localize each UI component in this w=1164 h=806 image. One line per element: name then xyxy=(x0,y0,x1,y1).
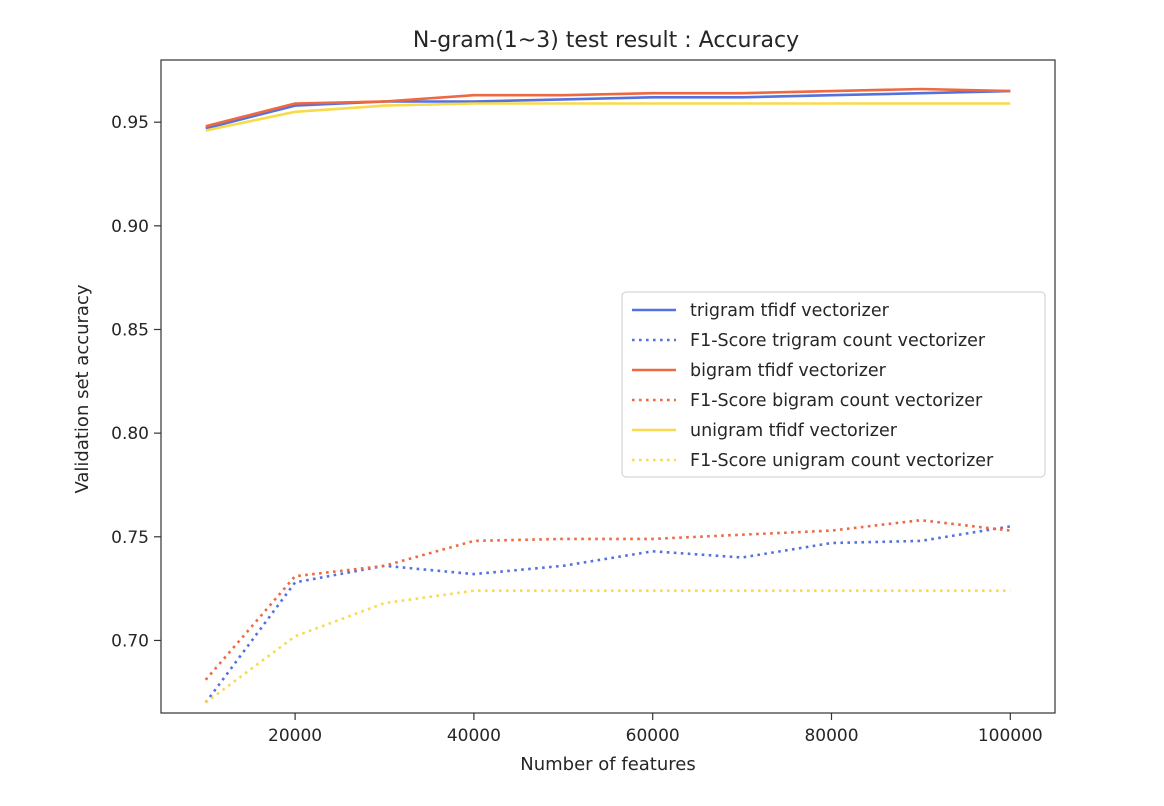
legend-box xyxy=(621,291,1046,478)
y-axis-label: Validation set accuracy xyxy=(72,284,93,493)
y-tick-label: 0.95 xyxy=(111,113,149,133)
y-tick-label: 0.90 xyxy=(111,217,149,237)
chart-title: N-gram(1~3) test result : Accuracy xyxy=(413,28,799,53)
x-tick-label: 100000 xyxy=(978,726,1043,746)
legend-label: trigram tfidf vectorizer xyxy=(690,301,890,321)
x-axis-label: Number of features xyxy=(520,754,695,775)
legend-label: F1-Score trigram count vectorizer xyxy=(690,331,986,351)
x-tick-label: 60000 xyxy=(626,726,680,746)
plot-lines xyxy=(204,87,1011,704)
x-tick-label: 20000 xyxy=(268,726,322,746)
legend-label: F1-Score unigram count vectorizer xyxy=(690,451,994,471)
series-line-1 xyxy=(204,525,1011,704)
x-tick-label: 80000 xyxy=(804,726,858,746)
y-tick-label: 0.75 xyxy=(111,528,149,548)
y-tick-label: 0.70 xyxy=(111,631,149,651)
x-tick-label: 40000 xyxy=(447,726,501,746)
y-tick-label: 0.85 xyxy=(111,320,149,340)
legend: trigram tfidf vectorizer F1-Score trigram… xyxy=(621,291,1046,478)
legend-label: unigram tfidf vectorizer xyxy=(690,421,898,441)
series-line-5 xyxy=(204,589,1011,704)
y-tick-label: 0.80 xyxy=(111,424,149,444)
legend-label: bigram tfidf vectorizer xyxy=(690,361,887,381)
legend-label: F1-Score bigram count vectorizer xyxy=(690,391,983,411)
x-axis-ticks: 20000 40000 60000 80000 100000 xyxy=(268,713,1043,746)
series-line-2 xyxy=(205,87,1011,128)
plot-frame xyxy=(160,59,1056,714)
series-line-3 xyxy=(204,518,1011,681)
y-axis-ticks: 0.70 0.75 0.80 0.85 0.90 0.95 xyxy=(111,113,161,651)
series-line-4 xyxy=(205,102,1011,132)
